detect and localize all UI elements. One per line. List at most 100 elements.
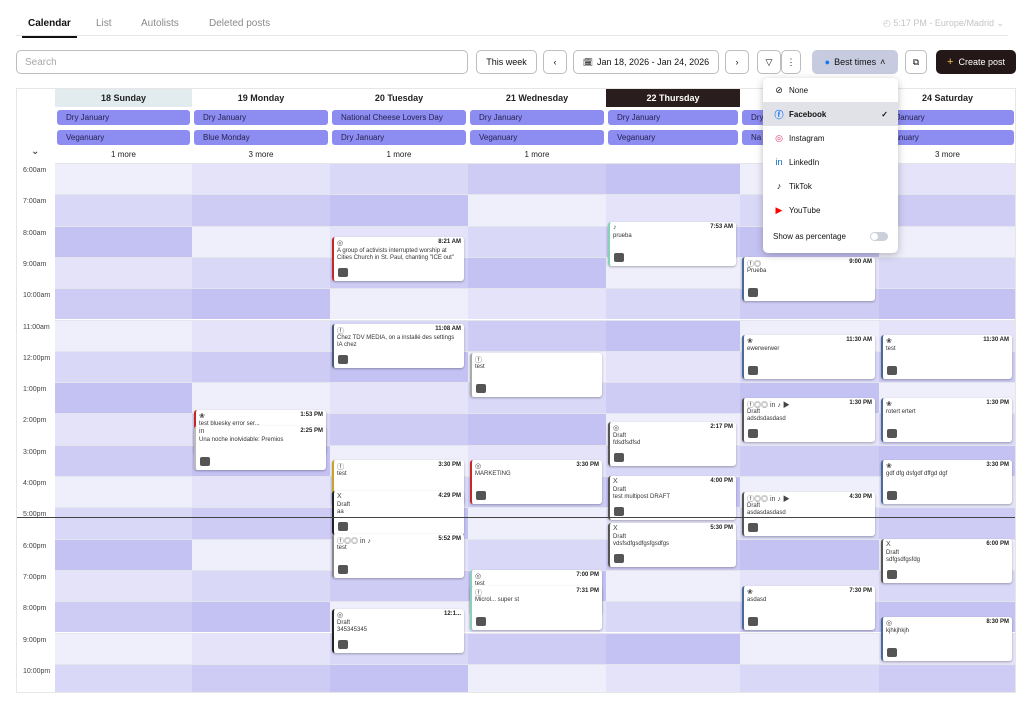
post-card[interactable]: ❀ 11:30 AM test — [881, 335, 1012, 380]
event-chip[interactable]: Dry January — [57, 110, 190, 125]
heatmap-cell — [606, 569, 740, 602]
post-network-icons: ◎ — [886, 619, 893, 627]
heatmap-cell — [55, 413, 192, 445]
day-header[interactable]: 21 Wednesday — [468, 89, 606, 107]
post-network-icons: ⓕ — [337, 464, 344, 472]
date-range-picker[interactable]: 🗓 Jan 18, 2026 - Jan 24, 2026 — [573, 50, 719, 74]
post-card[interactable]: ◎ 3:30 PM MARKETING — [470, 460, 602, 505]
post-card[interactable]: ⓕ◎◎ in ♪ ▶ 1:30 PM Draft adsdsdasdasd — [742, 397, 875, 442]
event-chip[interactable]: Veganuary — [608, 130, 738, 145]
post-card[interactable]: ◎ 12:1... Draft 345345345 — [332, 609, 464, 654]
view-tabs: Calendar List Autolists Deleted posts ◴ … — [16, 12, 1008, 38]
post-card[interactable]: ❀ 11:30 AM ewerwerwer — [742, 335, 875, 380]
post-card[interactable]: ◎ 2:17 PM Draft fdsdfsdfsd — [608, 422, 736, 467]
heatmap-cell — [468, 663, 606, 692]
event-chip[interactable]: National Cheese Lovers Day — [332, 110, 466, 125]
post-card[interactable]: ◎ 8:21 AM A group of activists interrupted… — [332, 236, 464, 281]
post-card[interactable]: ⓕ 7:31 PM Microl... super st — [470, 586, 602, 631]
post-network-icons: ♪ — [613, 223, 617, 231]
more-options-button[interactable]: ⋮ — [781, 50, 801, 74]
this-week-button[interactable]: This week — [476, 50, 537, 74]
tab-calendar[interactable]: Calendar — [22, 18, 77, 38]
post-card[interactable]: ⓕ◎◎ in ♪ 5:52 PM test — [332, 534, 464, 579]
more-events-link[interactable]: 1 more — [111, 150, 136, 159]
event-chip[interactable]: Dry January — [470, 110, 604, 125]
event-chip[interactable]: y January — [881, 110, 1014, 125]
heatmap-cell — [192, 632, 330, 664]
post-card[interactable]: ◎ 8:30 PM kjhkjhkjh — [881, 616, 1012, 661]
more-events-link[interactable]: 1 more — [524, 150, 550, 159]
event-chip[interactable]: Veganuary — [57, 130, 190, 145]
event-chip[interactable]: Veganuary — [470, 130, 604, 145]
network-option-tiktok[interactable]: ♪ TikTok — [763, 174, 898, 198]
heatmap-cell — [606, 632, 740, 664]
network-option-none[interactable]: ⊘ None — [763, 78, 898, 102]
post-network-icons: in — [199, 428, 205, 436]
day-header[interactable]: 20 Tuesday — [330, 89, 468, 107]
more-events-link[interactable]: 3 more — [248, 150, 274, 159]
show-percentage-row[interactable]: Show as percentage — [763, 224, 898, 248]
heatmap-cell — [55, 194, 192, 226]
event-chip[interactable]: ganuary — [881, 130, 1014, 145]
hour-gridline — [55, 663, 1015, 665]
network-option-linkedin[interactable]: in LinkedIn — [763, 150, 898, 174]
heatmap-cell — [330, 663, 468, 692]
post-card[interactable]: X 6:00 PM Draft sdfgsdfgsfdg — [881, 538, 1012, 583]
hour-label: 10:00am — [23, 292, 51, 300]
more-events-link[interactable]: 3 more — [935, 150, 960, 159]
network-option-youtube[interactable]: ▶ YouTube — [763, 198, 898, 222]
filter-button[interactable]: ▽ — [757, 50, 781, 74]
tab-autolists[interactable]: Autolists — [141, 18, 179, 29]
timezone-selector[interactable]: ◴ 5:17 PM - Europe/Madrid ⌄ — [883, 18, 1004, 28]
event-chip[interactable]: Dry January — [332, 130, 466, 145]
show-percentage-toggle[interactable] — [870, 232, 888, 241]
heatmap-cell — [192, 663, 330, 692]
heatmap-cell — [55, 538, 192, 570]
prev-week-button[interactable]: ‹ — [543, 50, 567, 74]
collapse-events-icon[interactable]: ⌄ — [31, 146, 40, 157]
day-header[interactable]: 22 Thursday — [606, 89, 740, 107]
post-card[interactable]: ⓕ◎◎ in ♪ ▶ 4:30 PM Draft asdasdasdasd — [742, 491, 875, 536]
post-card[interactable]: ♪ 7:53 AM prueba — [608, 221, 736, 266]
post-time: 4:00 PM — [710, 478, 733, 484]
post-card[interactable]: ❀ 7:30 PM asdasd — [742, 585, 875, 630]
heatmap-cell — [55, 256, 192, 289]
day-header[interactable]: 18 Sunday — [55, 89, 192, 107]
create-post-button[interactable]: + Create post — [936, 50, 1016, 74]
next-week-button[interactable]: › — [725, 50, 749, 74]
tab-list[interactable]: List — [96, 18, 112, 29]
post-network-icons: ❀ — [886, 463, 892, 471]
post-card[interactable]: X 4:00 PM Draft test multipost DRAFT — [608, 476, 736, 520]
post-card[interactable]: ❀ 1:30 PM rotert ertert — [881, 397, 1012, 442]
post-network-icons: ◎ — [613, 425, 620, 433]
network-option-facebook[interactable]: ⓕ Facebook ✓ — [763, 102, 898, 126]
event-chip[interactable]: Dry January — [608, 110, 738, 125]
network-option-label: YouTube — [789, 205, 821, 215]
search-input[interactable] — [16, 50, 468, 74]
heatmap-cell — [468, 538, 606, 570]
post-card[interactable]: ❀ 3:30 PM gdf dfg dsfgdf dffgd dgf — [881, 460, 1012, 505]
event-chip[interactable]: Dry January — [194, 110, 328, 125]
event-chip[interactable]: Blue Monday — [194, 130, 328, 145]
post-card[interactable]: ⓕ 11:08 AM Chez TDV MEDIA, on a installé d… — [332, 323, 464, 368]
post-network-icons: ◎ — [475, 572, 482, 580]
post-card[interactable]: X 5:30 PM Draft vdsfsdfgsdfgsfgsdfgs — [608, 522, 736, 567]
tab-deleted-posts[interactable]: Deleted posts — [209, 18, 271, 29]
best-times-button[interactable]: ● Best times ˄ — [812, 50, 898, 74]
post-card[interactable]: in 2:25 PM Una noche inolvidable: Premios — [194, 426, 326, 471]
post-text: Draft 345345345 — [337, 620, 368, 634]
network-option-instagram[interactable]: ◎ Instagram — [763, 126, 898, 150]
hour-label: 4:00pm — [23, 480, 47, 487]
heatmap-cell — [55, 663, 192, 692]
hour-label: 11:00am — [23, 323, 50, 331]
post-card[interactable]: X 4:29 PM Draft aa — [332, 491, 464, 536]
day-header[interactable]: 19 Monday — [192, 89, 330, 107]
day-header[interactable]: 24 Saturday — [879, 89, 1015, 107]
more-events-link[interactable]: 1 more — [386, 150, 412, 159]
copy-view-button[interactable]: ⧉ — [905, 50, 927, 74]
network-option-label: LinkedIn — [789, 157, 820, 167]
hour-label: 5:00pm — [23, 511, 47, 519]
post-text: Draft vdsfsdfgsdfgsfgsdfgs — [613, 533, 670, 547]
post-card[interactable]: ⓕ test — [470, 353, 602, 398]
post-card[interactable]: ⓕ◎ 9:00 AM Prueba — [742, 256, 875, 301]
